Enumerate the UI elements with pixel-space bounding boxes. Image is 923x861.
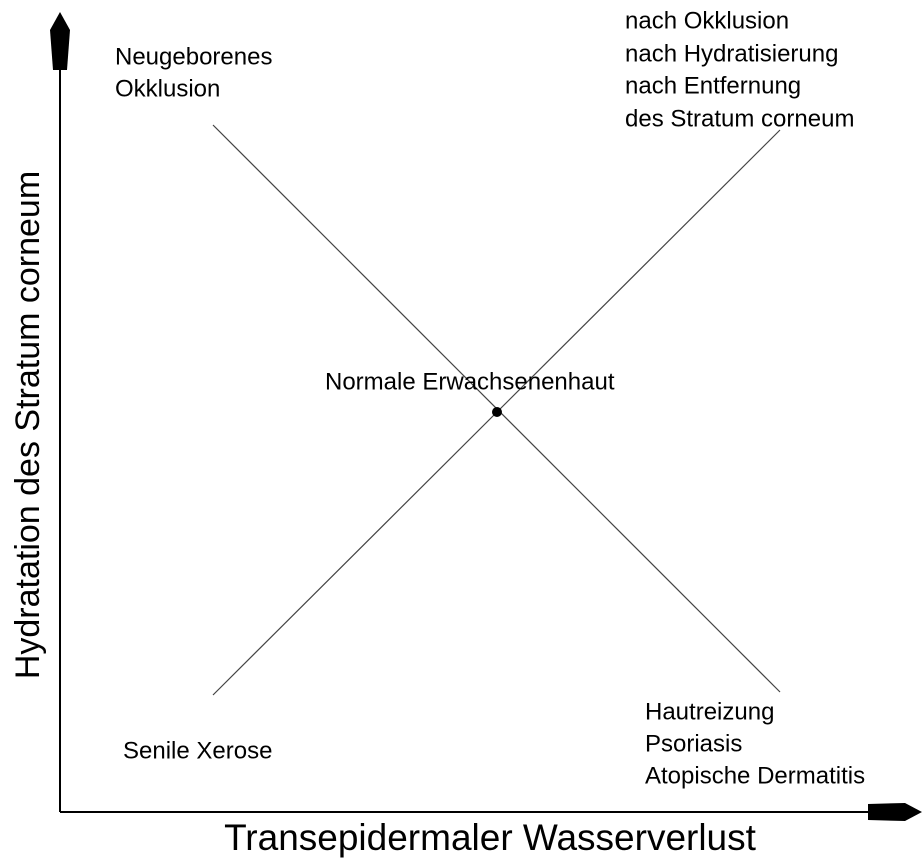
label: Neugeborenes xyxy=(115,43,272,70)
label: Normale Erwachsenenhaut xyxy=(325,368,615,395)
label: Hautreizung xyxy=(645,698,774,725)
y-axis-label: Hydratation des Stratum corneum xyxy=(9,171,47,679)
x-axis-label: Transepidermaler Wasserverlust xyxy=(224,817,757,858)
label: Okklusion xyxy=(115,75,220,102)
label: nach Entfernung xyxy=(625,72,801,99)
label: Atopische Dermatitis xyxy=(645,762,865,789)
label: Senile Xerose xyxy=(123,737,272,764)
label: des Stratum corneum xyxy=(625,105,854,132)
label: nach Hydratisierung xyxy=(625,40,838,67)
label: Psoriasis xyxy=(645,730,742,757)
label: nach Okklusion xyxy=(625,7,789,34)
x-arrow xyxy=(868,803,922,821)
y-arrow xyxy=(50,12,70,70)
center-dot xyxy=(492,407,502,417)
